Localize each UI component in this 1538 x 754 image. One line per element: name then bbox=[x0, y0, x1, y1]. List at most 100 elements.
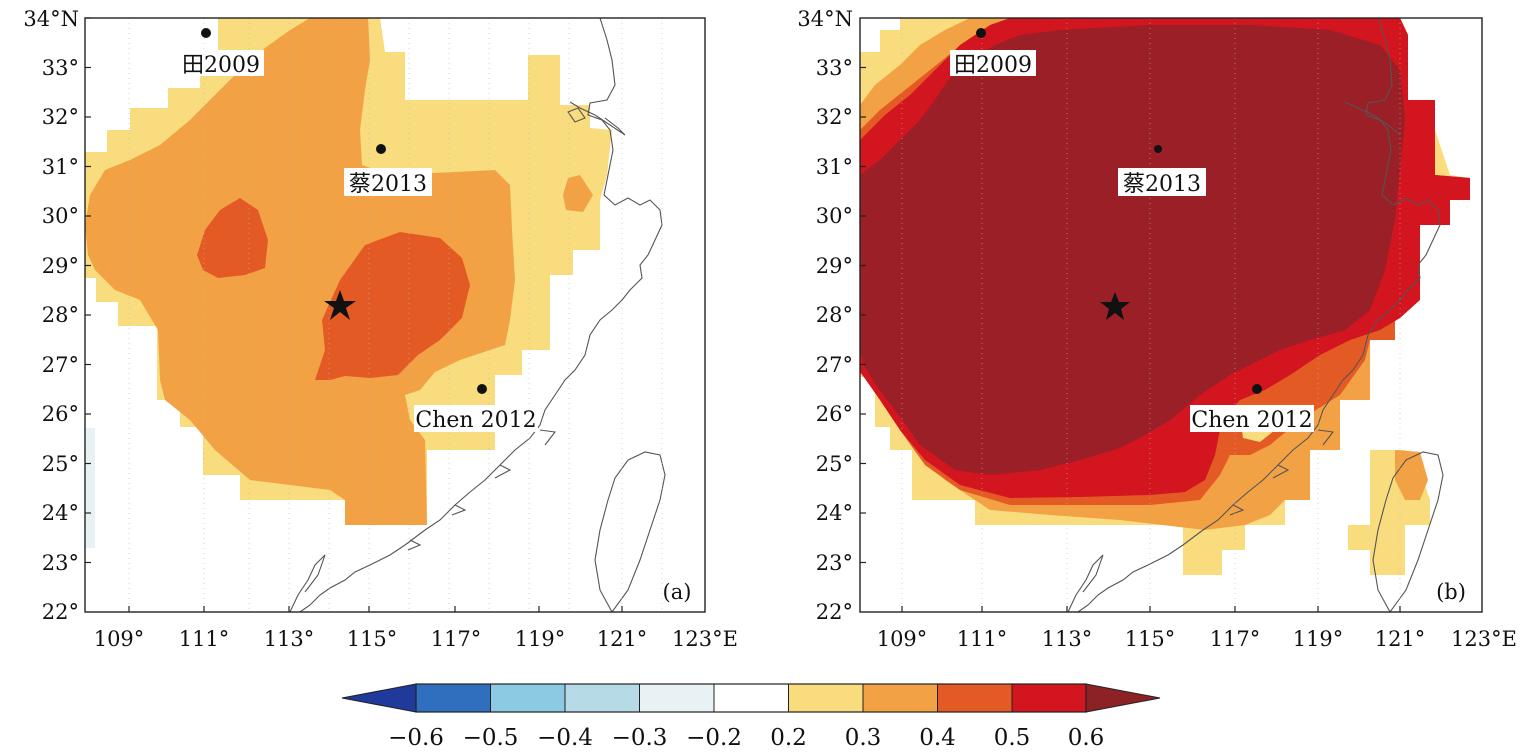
colorbar-frame bbox=[415, 683, 1087, 713]
colorbar-segment bbox=[565, 684, 640, 712]
grid-b bbox=[901, 18, 1401, 612]
y-tick-label: 28° bbox=[816, 303, 853, 327]
y-tick-label: 28° bbox=[42, 303, 79, 327]
y-tick-label: 29° bbox=[42, 254, 79, 278]
sites-a: 田2009 蔡2013 Chen 2012 bbox=[178, 28, 538, 433]
y-tick-label: 25° bbox=[816, 452, 853, 476]
x-tick-label: 123°E bbox=[1451, 627, 1517, 651]
y-tick-label: 31° bbox=[42, 155, 79, 179]
map-panel-b: 22° 23° 24° 25° 26° 27° 28° 29° 30° 31° … bbox=[797, 7, 1517, 651]
contour-0.3-0.4-b-taiwan bbox=[1395, 450, 1428, 500]
contour-above-0.6-b bbox=[860, 25, 1405, 475]
contour-0.3-0.4-a-2 bbox=[563, 175, 593, 212]
site-marker bbox=[477, 384, 487, 394]
sites-b: 田2009 蔡2013 Chen 2012 bbox=[950, 28, 1314, 433]
panel-label-a: (a) bbox=[663, 580, 692, 604]
site-marker bbox=[1252, 384, 1262, 394]
colorbar-tick-label: 0.4 bbox=[919, 725, 956, 751]
site-label-chen2012: Chen 2012 bbox=[1191, 408, 1312, 433]
y-tick-label: 31° bbox=[816, 155, 853, 179]
colorbar-tick-label: −0.6 bbox=[388, 725, 444, 751]
x-tick-label: 115° bbox=[347, 627, 398, 651]
colorbar-segment bbox=[937, 684, 1012, 712]
x-tick-label: 121° bbox=[597, 627, 648, 651]
contour-0.4-0.5-a-1 bbox=[315, 232, 470, 380]
y-axis-b bbox=[860, 66, 866, 564]
site-marker bbox=[1154, 145, 1162, 153]
colorbar-tick-label: −0.3 bbox=[612, 725, 668, 751]
y-tick-label: 25° bbox=[42, 452, 79, 476]
x-axis-b bbox=[901, 606, 1401, 612]
star-marker bbox=[324, 290, 356, 320]
colorbar-min-arrow bbox=[341, 683, 417, 713]
x-tick-label: 111° bbox=[179, 627, 230, 651]
coastline-a bbox=[289, 17, 666, 614]
colorbar-tick-label: −0.4 bbox=[537, 725, 593, 751]
site-label-bg bbox=[1118, 168, 1206, 196]
x-tick-label: 113° bbox=[264, 627, 315, 651]
y-tick-label: 27° bbox=[816, 353, 853, 377]
y-tick-label: 23° bbox=[42, 551, 79, 575]
site-label-bg bbox=[950, 50, 1036, 76]
star-marker bbox=[1100, 292, 1130, 320]
y-tick-label: 22° bbox=[816, 600, 853, 624]
x-tick-label: 109° bbox=[94, 627, 145, 651]
x-tick-label: 113° bbox=[1042, 627, 1093, 651]
y-tick-label: 32° bbox=[42, 105, 79, 129]
coastline-b bbox=[1067, 17, 1444, 614]
x-tick-label: 119° bbox=[1293, 627, 1344, 651]
y-tick-label: 32° bbox=[816, 105, 853, 129]
colorbar-tick-label: 0.2 bbox=[770, 725, 807, 751]
y-tick-label: 30° bbox=[42, 204, 79, 228]
grid-a bbox=[128, 18, 663, 612]
site-label-bg bbox=[178, 50, 264, 76]
colorbar-segment bbox=[788, 684, 863, 712]
y-tick-label: 23° bbox=[816, 551, 853, 575]
colorbar-segment bbox=[490, 684, 565, 712]
y-tick-label: 33° bbox=[816, 56, 853, 80]
y-tick-label: 34°N bbox=[23, 7, 79, 31]
x-tick-label: 123°E bbox=[672, 627, 738, 651]
site-label-tian2009: 田2009 bbox=[954, 53, 1032, 78]
y-tick-label: 26° bbox=[42, 402, 79, 426]
site-label-chen2012: Chen 2012 bbox=[415, 408, 536, 433]
contour-neg-a bbox=[85, 428, 95, 548]
colorbar-tick-label: −0.2 bbox=[686, 725, 742, 751]
y-tick-label: 24° bbox=[816, 501, 853, 525]
x-tick-label: 119° bbox=[515, 627, 566, 651]
site-label-bg bbox=[344, 168, 432, 196]
x-tick-label: 115° bbox=[1125, 627, 1176, 651]
x-tick-label: 117° bbox=[1210, 627, 1261, 651]
colorbar-tick-label: 0.3 bbox=[845, 725, 882, 751]
x-tick-label: 111° bbox=[957, 627, 1008, 651]
colorbar-tick-label: 0.6 bbox=[1068, 725, 1105, 751]
colorbar-max-arrow bbox=[1085, 683, 1161, 713]
y-tick-label: 26° bbox=[816, 402, 853, 426]
contour-fill-a bbox=[85, 18, 612, 548]
site-marker bbox=[376, 144, 386, 154]
y-tick-label: 22° bbox=[42, 600, 79, 624]
colorbar-tick-label: −0.5 bbox=[463, 725, 519, 751]
site-marker bbox=[201, 28, 211, 38]
y-axis-a bbox=[85, 17, 91, 564]
panel-label-b: (b) bbox=[1436, 580, 1466, 604]
contour-0.4-0.5-a-2 bbox=[197, 198, 268, 278]
colorbar-segment bbox=[863, 684, 938, 712]
colorbar-tick-label: 0.5 bbox=[994, 725, 1031, 751]
contour-0.3-0.4-a bbox=[85, 18, 515, 525]
x-tick-label: 109° bbox=[877, 627, 928, 651]
site-label-bg bbox=[414, 405, 538, 432]
site-label-cai2013: 蔡2013 bbox=[1123, 172, 1201, 197]
x-tick-label: 117° bbox=[431, 627, 482, 651]
y-tick-label: 24° bbox=[42, 501, 79, 525]
map-panel-a: 22° 23° 24° 25° 26° 27° 28° 29° 30° 31° … bbox=[23, 7, 738, 651]
site-marker bbox=[976, 28, 986, 38]
y-tick-label: 29° bbox=[816, 254, 853, 278]
colorbar-segment bbox=[714, 684, 789, 712]
y-tick-label: 30° bbox=[816, 204, 853, 228]
site-label-tian2009: 田2009 bbox=[182, 53, 260, 78]
x-axis-a bbox=[128, 606, 623, 612]
colorbar: −0.6 −0.5 −0.4 −0.3 −0.2 0.2 0.3 0.4 0.5… bbox=[341, 683, 1161, 751]
y-tick-label: 33° bbox=[42, 56, 79, 80]
colorbar-segment bbox=[1012, 684, 1086, 712]
